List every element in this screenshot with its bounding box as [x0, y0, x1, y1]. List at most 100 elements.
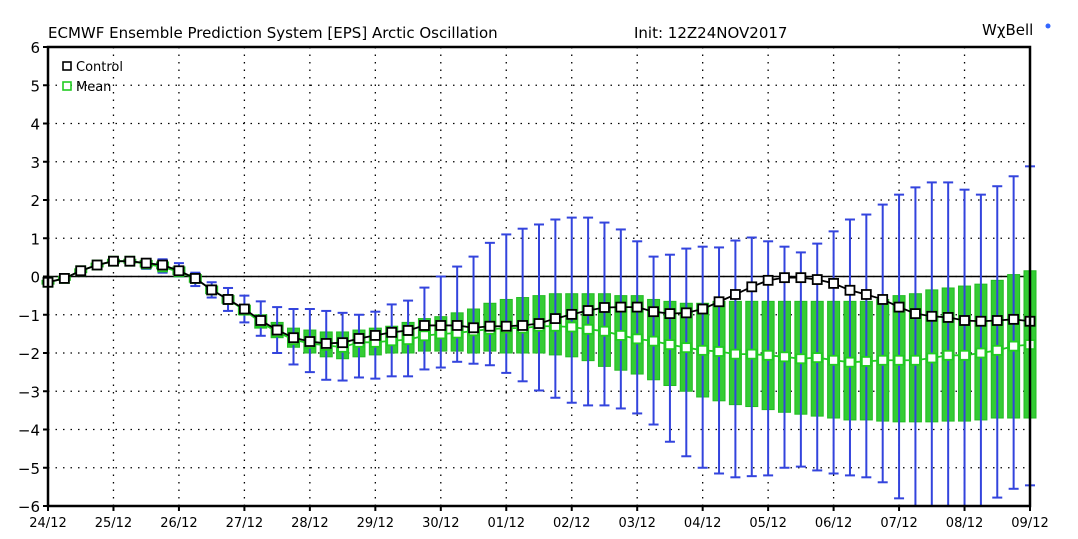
control-point — [910, 308, 921, 320]
control-point — [140, 257, 152, 269]
control-point — [566, 308, 578, 320]
plot-frame — [46, 45, 1032, 508]
x-tick-label: 07/12 — [880, 516, 917, 531]
control-point — [435, 320, 447, 331]
init-label: Init: 12Z24NOV2017 — [634, 24, 787, 42]
mean-point — [713, 346, 725, 357]
control-point — [893, 301, 905, 313]
control-point — [255, 315, 267, 326]
mean-point — [877, 354, 889, 366]
control-point — [549, 313, 561, 324]
control-point — [599, 302, 610, 313]
control-point — [991, 315, 1003, 326]
x-tick-label: 02/12 — [553, 516, 590, 531]
mean-point — [811, 352, 823, 363]
control-point — [304, 336, 316, 347]
x-tick-label: 04/12 — [684, 516, 721, 531]
mean-point — [697, 344, 709, 356]
control-point — [58, 273, 70, 284]
control-point — [746, 281, 758, 293]
mean-point — [680, 342, 692, 354]
control-point — [288, 332, 299, 344]
y-tick-label: 6 — [30, 39, 40, 57]
mean-point — [942, 349, 954, 361]
legend-mean-label: Mean — [76, 80, 111, 95]
legend-mean-marker — [62, 81, 72, 91]
x-tick-label: 25/12 — [95, 516, 132, 531]
x-tick-label: 29/12 — [357, 516, 394, 531]
control-point — [222, 294, 234, 305]
y-tick-label: −4 — [18, 422, 40, 440]
control-point — [713, 296, 725, 308]
x-tick-label: 28/12 — [291, 516, 328, 531]
control-point — [108, 255, 119, 267]
control-point — [615, 301, 627, 313]
wxbell-logo: WχBell — [982, 21, 1051, 39]
control-point — [942, 312, 954, 323]
y-tick-label: 2 — [30, 192, 40, 210]
control-point — [402, 325, 414, 336]
mean-point — [599, 325, 610, 337]
x-tick-label: 27/12 — [226, 516, 263, 531]
x-tick-label: 26/12 — [160, 516, 197, 531]
control-point — [173, 265, 185, 277]
control-point — [91, 259, 103, 271]
control-point — [680, 307, 692, 319]
control-point — [386, 326, 398, 338]
y-tick-label: −1 — [18, 307, 40, 325]
logo-dot — [1045, 23, 1051, 29]
x-tick-label: 08/12 — [946, 516, 983, 531]
control-point — [811, 274, 823, 285]
control-point — [238, 303, 250, 315]
x-tick-label: 06/12 — [815, 516, 852, 531]
y-tick-label: 1 — [30, 230, 40, 248]
control-point — [451, 320, 463, 331]
mean-point — [828, 354, 839, 366]
mean-point — [860, 356, 872, 367]
mean-point — [795, 353, 807, 365]
legend-control-label: Control — [76, 60, 123, 75]
mean-point — [1008, 340, 1020, 352]
control-point — [828, 277, 839, 289]
x-tick-label: 24/12 — [29, 516, 66, 531]
control-point — [844, 284, 856, 296]
control-point — [762, 274, 774, 286]
plot-marks — [41, 165, 1037, 507]
x-tick-label: 05/12 — [749, 516, 786, 531]
mean-point — [910, 354, 921, 366]
mean-point — [730, 348, 741, 360]
y-tick-label: −5 — [18, 460, 40, 478]
mean-point — [762, 349, 774, 361]
y-tick-label: 5 — [30, 77, 40, 95]
control-point — [500, 320, 512, 332]
control-point — [926, 310, 938, 322]
control-point — [353, 333, 365, 344]
control-point — [189, 273, 201, 284]
mean-point — [926, 352, 938, 364]
control-point — [337, 337, 349, 349]
control-point — [484, 320, 496, 332]
control-point — [877, 294, 889, 305]
axes: −6 −5 −4 −3 −2 −1 0 1 2 3 4 5 6 24/12 25/12 26/12 27/12 2… — [18, 39, 1049, 531]
control-point — [419, 320, 430, 331]
legend: Control Mean — [62, 60, 123, 95]
y-tick-label: −2 — [18, 345, 40, 363]
x-tick-label: 03/12 — [618, 516, 655, 531]
control-point — [320, 338, 332, 349]
control-point — [271, 324, 283, 336]
mean-point — [648, 335, 659, 347]
control-point — [697, 303, 709, 315]
mean-point — [419, 330, 430, 342]
control-point — [730, 289, 741, 300]
mean-point — [959, 349, 970, 361]
mean-point — [779, 351, 790, 363]
mean-point — [631, 333, 643, 345]
x-tick-label: 01/12 — [488, 516, 525, 531]
control-point — [517, 320, 529, 331]
control-point — [75, 265, 87, 277]
mean-point — [402, 334, 414, 346]
logo-text: WχBell — [982, 21, 1033, 39]
chart-title: ECMWF Ensemble Prediction System [EPS] A… — [48, 24, 498, 42]
control-point — [959, 315, 970, 326]
